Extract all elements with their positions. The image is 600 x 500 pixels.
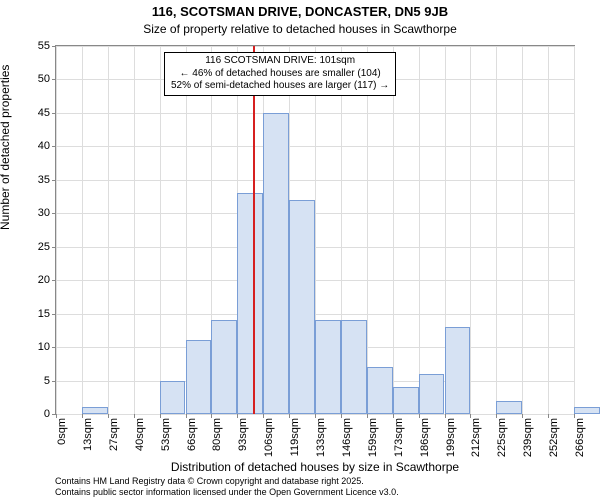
y-tick-label: 30 (38, 207, 50, 219)
property-marker-line (253, 46, 255, 414)
histogram-bar (574, 407, 600, 414)
attribution-text: Contains HM Land Registry data © Crown c… (55, 476, 575, 498)
y-tick-label: 40 (38, 140, 50, 152)
grid-line-v (393, 46, 394, 414)
grid-line-v (470, 46, 471, 414)
x-tick-mark (367, 414, 368, 418)
y-axis-label: Number of detached properties (0, 65, 12, 230)
x-tick-label: 27sqm (108, 418, 120, 451)
histogram-bar (211, 320, 237, 414)
attribution-line-1: Contains HM Land Registry data © Crown c… (55, 476, 575, 487)
y-tick-label: 10 (38, 341, 50, 353)
x-tick-label: 133sqm (315, 418, 327, 457)
x-tick-label: 106sqm (263, 418, 275, 457)
grid-line-v (496, 46, 497, 414)
x-tick-label: 80sqm (211, 418, 223, 451)
histogram-bar (341, 320, 367, 414)
annotation-box: 116 SCOTSMAN DRIVE: 101sqm← 46% of detac… (164, 52, 396, 96)
x-tick-mark (108, 414, 109, 418)
x-tick-label: 53sqm (160, 418, 172, 451)
grid-line-v (419, 46, 420, 414)
x-tick-mark (574, 414, 575, 418)
grid-line-v (522, 46, 523, 414)
grid-line-v (134, 46, 135, 414)
x-tick-label: 119sqm (289, 418, 301, 456)
x-tick-mark (522, 414, 523, 418)
y-tick-label: 55 (38, 40, 50, 52)
histogram-bar (237, 193, 263, 414)
x-tick-label: 186sqm (419, 418, 431, 457)
y-tick-label: 20 (38, 274, 50, 286)
grid-line-v (82, 46, 83, 414)
x-tick-label: 199sqm (445, 418, 457, 457)
x-tick-label: 266sqm (574, 418, 586, 457)
x-tick-label: 252sqm (548, 418, 560, 457)
x-tick-mark (419, 414, 420, 418)
x-tick-mark (496, 414, 497, 418)
histogram-bar (289, 200, 315, 414)
x-tick-mark (160, 414, 161, 418)
y-tick-label: 25 (38, 241, 50, 253)
attribution-line-2: Contains public sector information licen… (55, 487, 575, 498)
annotation-line: 52% of semi-detached houses are larger (… (171, 80, 389, 93)
y-tick-label: 0 (44, 408, 50, 420)
y-tick-label: 5 (44, 375, 50, 387)
x-tick-label: 0sqm (56, 418, 68, 445)
x-tick-mark (56, 414, 57, 418)
chart-title-sub: Size of property relative to detached ho… (0, 22, 600, 36)
y-tick-label: 50 (38, 73, 50, 85)
x-tick-label: 239sqm (522, 418, 534, 457)
y-tick-label: 45 (38, 107, 50, 119)
x-tick-label: 173sqm (393, 418, 405, 457)
grid-line-v (367, 46, 368, 414)
x-tick-mark (186, 414, 187, 418)
x-tick-mark (341, 414, 342, 418)
plot-area: 05101520253035404550550sqm13sqm27sqm40sq… (55, 45, 575, 415)
histogram-bar (315, 320, 341, 414)
x-tick-label: 40sqm (134, 418, 146, 451)
x-tick-mark (289, 414, 290, 418)
grid-line-v (108, 46, 109, 414)
x-tick-label: 93sqm (237, 418, 249, 451)
x-tick-mark (445, 414, 446, 418)
x-tick-mark (263, 414, 264, 418)
grid-line-v (548, 46, 549, 414)
x-tick-mark (548, 414, 549, 418)
x-tick-label: 13sqm (82, 418, 94, 451)
x-tick-mark (134, 414, 135, 418)
x-tick-label: 225sqm (496, 418, 508, 457)
x-axis-label: Distribution of detached houses by size … (55, 460, 575, 474)
x-tick-label: 146sqm (341, 418, 353, 457)
histogram-bar (393, 387, 419, 414)
x-tick-mark (315, 414, 316, 418)
x-tick-label: 66sqm (186, 418, 198, 451)
histogram-chart: 116, SCOTSMAN DRIVE, DONCASTER, DN5 9JB … (0, 0, 600, 500)
histogram-bar (160, 381, 186, 414)
histogram-bar (186, 340, 212, 414)
x-tick-mark (470, 414, 471, 418)
annotation-line: ← 46% of detached houses are smaller (10… (171, 68, 389, 81)
x-tick-label: 212sqm (470, 418, 482, 457)
y-tick-label: 15 (38, 308, 50, 320)
grid-line-v (56, 46, 57, 414)
grid-line-v (160, 46, 161, 414)
x-tick-label: 159sqm (367, 418, 379, 457)
histogram-bar (419, 374, 445, 414)
histogram-bar (496, 401, 522, 414)
chart-title-main: 116, SCOTSMAN DRIVE, DONCASTER, DN5 9JB (0, 4, 600, 19)
grid-line-v (574, 46, 575, 414)
x-tick-mark (211, 414, 212, 418)
histogram-bar (367, 367, 393, 414)
x-tick-mark (82, 414, 83, 418)
histogram-bar (445, 327, 471, 414)
y-tick-label: 35 (38, 174, 50, 186)
x-tick-mark (237, 414, 238, 418)
x-tick-mark (393, 414, 394, 418)
histogram-bar (82, 407, 108, 414)
histogram-bar (263, 113, 289, 414)
annotation-line: 116 SCOTSMAN DRIVE: 101sqm (171, 55, 389, 68)
